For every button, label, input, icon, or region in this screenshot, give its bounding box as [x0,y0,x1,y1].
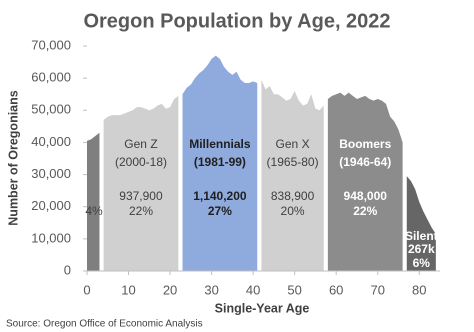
x-tick-label: 20 [163,282,177,297]
y-tick-label: 70,000 [31,37,71,52]
segment-label: 22% [129,204,153,218]
segment-label: (1981-99) [194,155,246,169]
x-tick-label: 30 [204,282,218,297]
y-tick-label: 40,000 [31,134,71,149]
segment-label: Boomers [339,137,391,151]
x-tick-label: 60 [329,282,343,297]
segment-label: 937,900 [119,189,163,203]
segment-label: Millennials [189,137,251,151]
y-tick-label: 50,000 [31,102,71,117]
segment-label: 6% [413,256,431,270]
area-segment [103,95,179,271]
segment-label: Silent [405,229,438,243]
area-segment [327,92,403,271]
y-tick-label: 10,000 [31,230,71,245]
y-tick-label: 20,000 [31,198,71,213]
area-segment [87,132,100,271]
y-tick-label: 30,000 [31,166,71,181]
x-tick-label: 0 [83,282,90,297]
x-tick-label: 70 [370,282,384,297]
segment-label: 4% [85,204,103,218]
x-tick-label: 80 [412,282,426,297]
x-tick-label: 40 [246,282,260,297]
y-axis-title: Number of Oregonians [6,90,20,225]
segment-label: (1946-64) [339,155,391,169]
segment-label: (2000-18) [115,155,167,169]
segment-label: 1,140,200 [193,189,247,203]
x-axis-title: Single-Year Age [215,301,310,315]
segment-label: 267k [408,242,435,256]
segment-label: Gen Z [124,137,157,151]
segment-label: 22% [353,204,377,218]
area-segment [406,176,436,271]
segment-label: 20% [281,204,305,218]
segment-label: 27% [208,204,232,218]
segment-label: 948,000 [344,189,388,203]
segment-label: (1965-80) [267,155,319,169]
x-tick-label: 50 [287,282,301,297]
y-tick-label: 60,000 [31,70,71,85]
y-tick-label: 0 [64,262,71,277]
x-tick-label: 10 [121,282,135,297]
chart-title: Oregon Population by Age, 2022 [83,10,390,32]
segment-label: 838,900 [271,189,315,203]
area-segment [261,79,324,271]
area-segment [182,55,258,272]
segment-label: Gen X [276,137,310,151]
source-note: Source: Oregon Office of Economic Analys… [6,319,203,330]
